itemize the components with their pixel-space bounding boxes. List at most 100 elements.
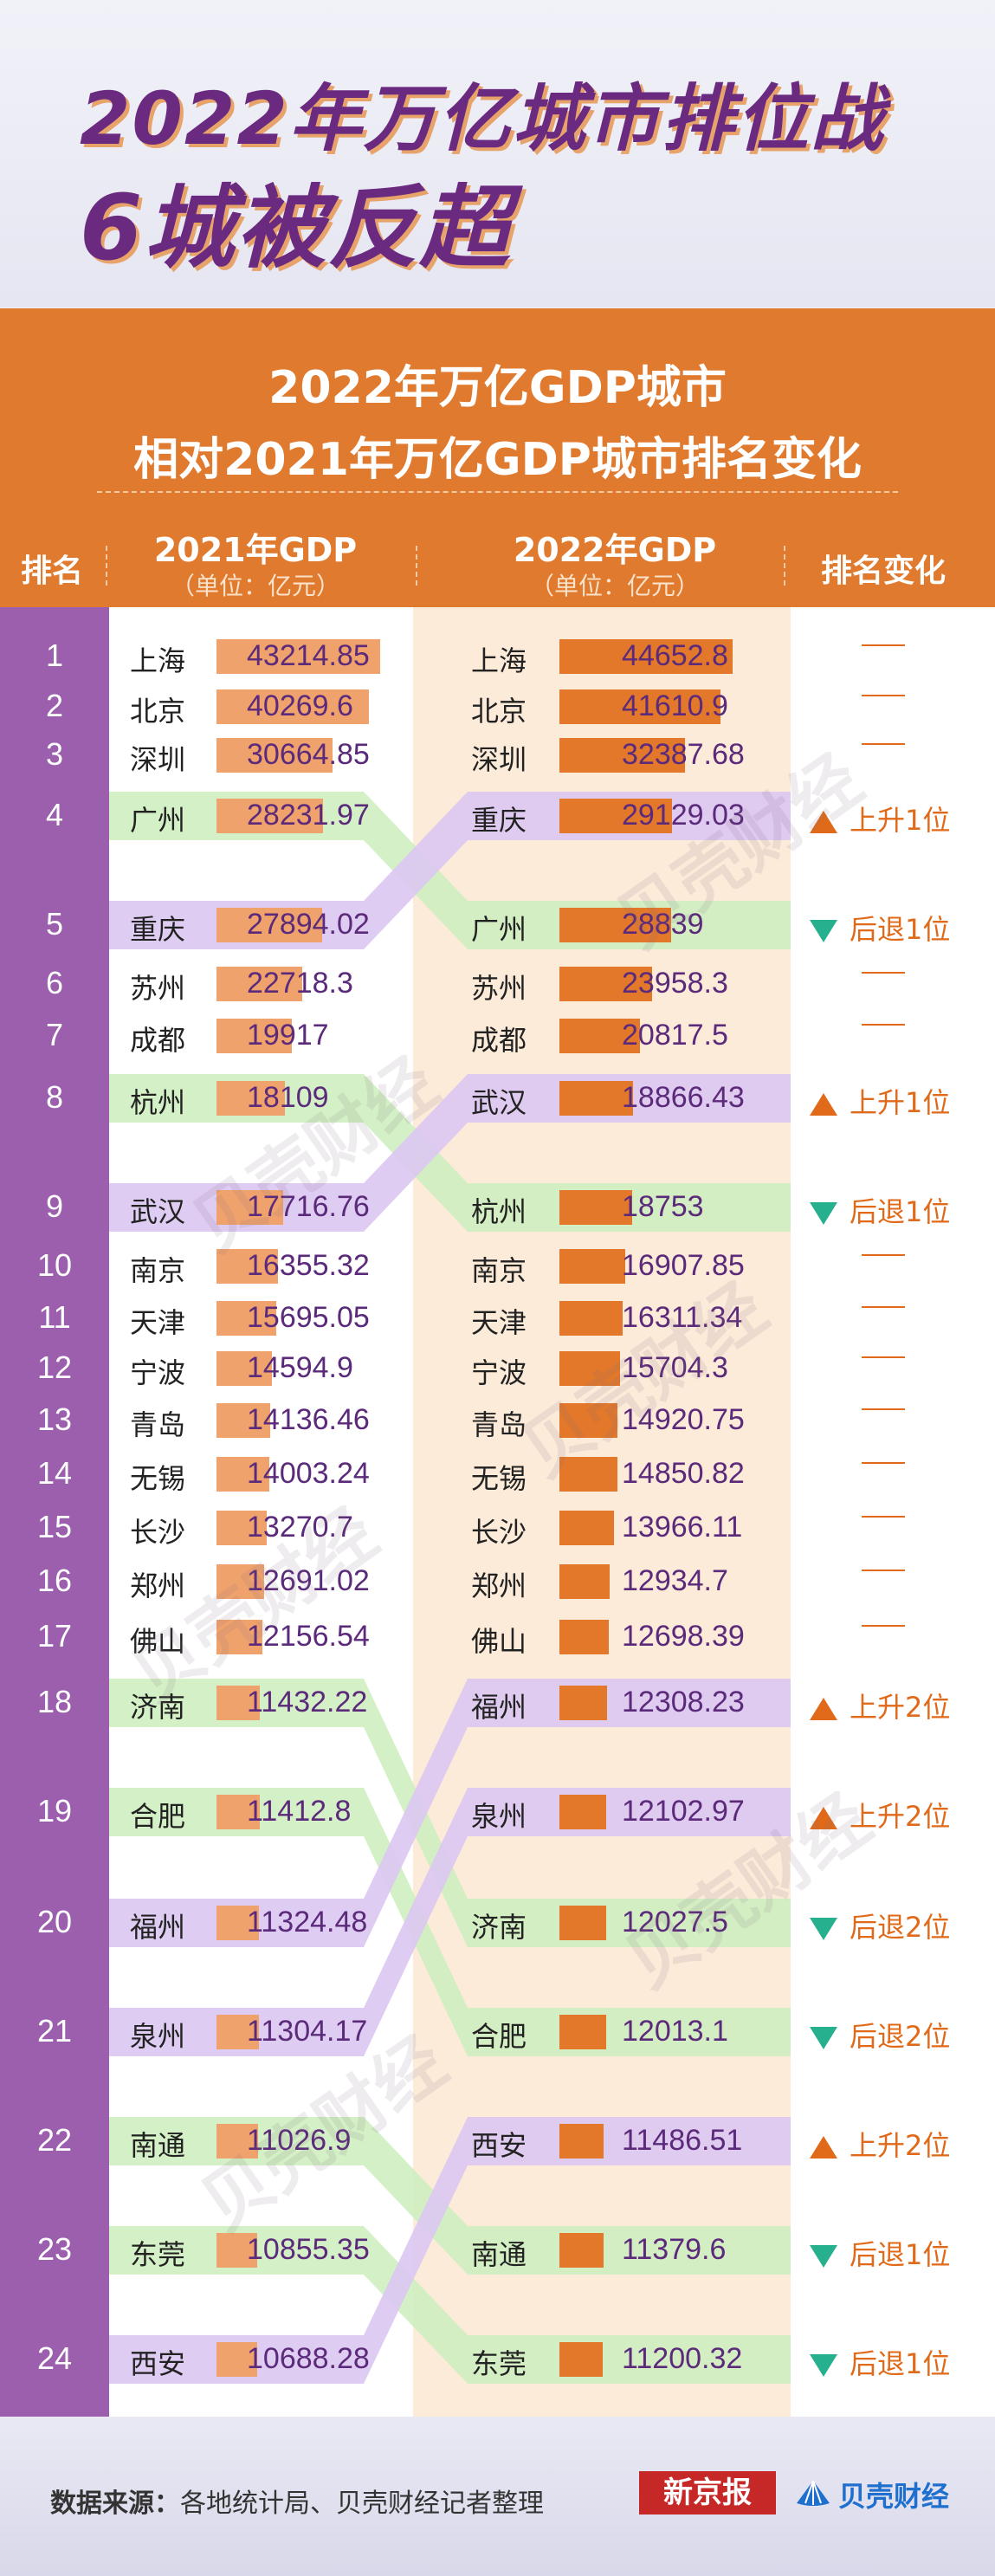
rank-change-label: 后退2位 [850,2020,951,2053]
city-2021: 南通 [130,2129,186,2162]
up-triangle-icon [810,1807,837,1829]
city-2022: 北京 [471,695,527,728]
rank-number: 22 [36,2122,73,2158]
change-column-bg [791,607,995,2417]
bar-2021 [216,738,333,773]
rank-number: 9 [45,1188,64,1224]
value-2021: 40269.6 [247,689,353,722]
rank-unchanged-dash [862,1625,905,1627]
value-2021: 12691.02 [247,1564,370,1597]
value-2022: 44652.8 [622,639,728,672]
value-2021: 11412.8 [247,1795,352,1828]
value-2021: 17716.76 [247,1190,370,1223]
rank-column-bg [0,607,109,2417]
bar-2022 [559,1249,625,1284]
bar-2022 [559,1795,607,1829]
city-2021: 苏州 [130,972,186,1005]
bar-2021 [216,1620,263,1654]
city-2022: 佛山 [471,1625,527,1658]
city-2022: 广州 [471,913,527,946]
rank-unchanged-dash [862,1462,905,1464]
value-2022: 12698.39 [622,1620,745,1653]
city-2021: 郑州 [130,1570,186,1602]
value-2021: 11324.48 [247,1906,368,1938]
city-2021: 北京 [130,695,186,728]
city-2021: 深圳 [130,743,186,776]
city-2022: 郑州 [471,1570,527,1602]
main-title-line2: 6城被反超 [80,175,512,281]
rise-band [109,1788,791,2056]
rank-number: 15 [36,1509,73,1544]
header-change: 排名变化 [820,553,946,589]
bar-2022 [559,1457,617,1492]
rank-change: 后退1位 [810,1190,983,1230]
value-2022: 18866.43 [622,1081,745,1114]
value-2022: 11379.6 [622,2233,727,2266]
rise-band [109,1679,791,1947]
rank-change: 后退1位 [810,908,983,948]
rank-change: 上升2位 [810,1795,983,1835]
rank-unchanged-dash [862,1408,905,1410]
city-2021: 成都 [130,1024,186,1057]
city-2022: 南通 [471,2238,527,2271]
bar-2021 [216,639,380,674]
header-gdp2022: 2022年GDP [513,531,717,569]
value-2021: 12156.54 [247,1620,370,1653]
header-separator [106,546,107,586]
value-2022: 16907.85 [622,1249,745,1282]
fall-band [109,1788,791,2056]
beike-logo-text: 贝壳财经 [838,2480,950,2513]
bar-2022 [559,689,721,724]
bar-2021 [216,1249,279,1284]
down-triangle-icon [810,2354,837,2377]
bar-2021 [216,967,303,1001]
bar-2022 [559,639,733,674]
value-2021: 14003.24 [247,1457,370,1490]
rank-number: 14 [36,1455,73,1491]
rank-change-label: 后退1位 [850,1195,951,1228]
bar-2022 [559,1564,610,1599]
city-2021: 长沙 [130,1516,186,1549]
bar-2021 [216,1301,276,1336]
value-2022: 16311.34 [622,1301,743,1334]
rank-number: 10 [36,1247,73,1283]
value-2022: 18753 [622,1190,704,1223]
city-2022: 东莞 [471,2347,527,2380]
bar-2021 [216,1457,270,1492]
city-2022: 合肥 [471,2020,527,2053]
rank-unchanged-dash [862,1516,905,1518]
city-2022: 武汉 [471,1086,527,1119]
rank-number: 7 [45,1017,64,1052]
rank-number: 16 [36,1563,73,1598]
rank-unchanged-dash [862,695,905,696]
value-2021: 30664.85 [247,738,370,771]
bar-2021 [216,799,324,833]
city-2022: 上海 [471,644,527,677]
city-2022: 南京 [471,1254,527,1287]
bar-2021 [216,1686,260,1720]
header-unit-2021: （单位：亿元） [170,572,340,600]
rank-change: 后退2位 [810,2015,983,2055]
city-2022: 泉州 [471,1800,527,1833]
bar-2021 [216,908,322,942]
bar-2022 [559,1190,632,1225]
city-2021: 济南 [130,1691,186,1724]
rank-change-label: 后退1位 [850,913,951,946]
bar-2022 [559,1511,614,1545]
bar-2021 [216,1511,267,1545]
city-2021: 福州 [130,1911,186,1944]
bar-2021 [216,1403,270,1438]
bar-2022 [559,1906,606,1940]
city-2021: 天津 [130,1306,186,1339]
rank-number: 5 [45,906,64,942]
city-2021: 西安 [130,2347,186,2380]
bar-2022 [559,1686,608,1720]
rank-change: 后退1位 [810,2342,983,2382]
rank-number: 2 [45,688,64,723]
down-triangle-icon [810,2027,837,2049]
value-2022: 11200.32 [622,2342,743,2375]
city-2022: 宁波 [471,1356,527,1389]
value-2021: 27894.02 [247,908,370,941]
bar-2022 [559,908,672,942]
city-2022: 重庆 [471,804,527,837]
